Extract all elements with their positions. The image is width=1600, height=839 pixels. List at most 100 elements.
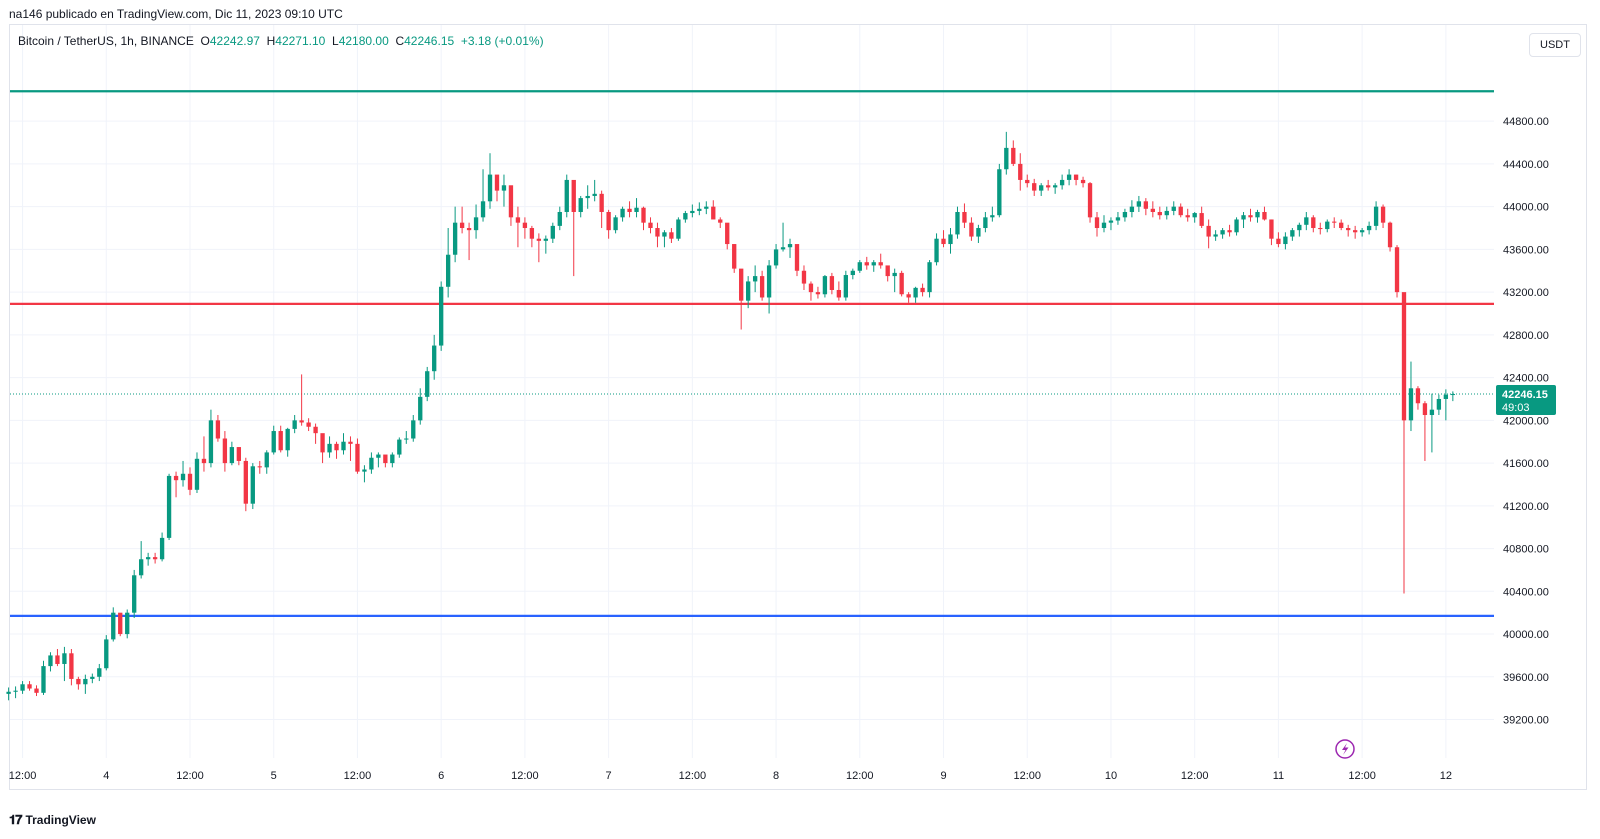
candle[interactable]	[1220, 228, 1225, 239]
candle[interactable]	[515, 206, 521, 248]
candle[interactable]	[1318, 222, 1323, 235]
candle[interactable]	[439, 281, 444, 351]
candle[interactable]	[27, 681, 32, 691]
candle[interactable]	[118, 612, 123, 637]
candle[interactable]	[285, 427, 290, 457]
candle[interactable]	[376, 452, 381, 468]
candle[interactable]	[1283, 232, 1288, 250]
candle[interactable]	[1080, 176, 1086, 188]
candle[interactable]	[822, 275, 828, 298]
candle[interactable]	[634, 198, 639, 218]
candle[interactable]	[1101, 215, 1107, 233]
candle[interactable]	[411, 415, 416, 442]
candle[interactable]	[997, 163, 1002, 218]
candle[interactable]	[1039, 183, 1044, 196]
candle[interactable]	[1297, 222, 1302, 237]
candle[interactable]	[1262, 206, 1267, 221]
candle[interactable]	[1422, 401, 1428, 461]
candle[interactable]	[501, 174, 507, 207]
candle[interactable]	[111, 607, 116, 642]
candle[interactable]	[920, 283, 925, 297]
candle[interactable]	[1227, 224, 1232, 237]
candle[interactable]	[934, 233, 939, 266]
candle[interactable]	[1304, 211, 1309, 231]
candle[interactable]	[529, 225, 535, 248]
candle[interactable]	[871, 260, 876, 272]
candle[interactable]	[341, 433, 346, 455]
candle[interactable]	[104, 635, 109, 671]
candle[interactable]	[794, 244, 800, 277]
candle[interactable]	[564, 174, 569, 218]
candle[interactable]	[641, 206, 646, 231]
candle[interactable]	[815, 286, 821, 299]
candle[interactable]	[1004, 131, 1009, 175]
candle[interactable]	[752, 265, 758, 293]
candle[interactable]	[208, 409, 214, 468]
candle[interactable]	[850, 268, 855, 280]
candle[interactable]	[1408, 361, 1414, 432]
candle[interactable]	[397, 437, 402, 458]
candle[interactable]	[1052, 183, 1058, 194]
candle[interactable]	[1206, 219, 1211, 249]
candle[interactable]	[892, 268, 897, 293]
candle[interactable]	[955, 206, 960, 239]
candle[interactable]	[1234, 217, 1239, 236]
candle[interactable]	[787, 238, 793, 258]
candle[interactable]	[243, 457, 248, 512]
candle[interactable]	[355, 438, 360, 474]
candle[interactable]	[1157, 206, 1162, 220]
candle[interactable]	[445, 228, 451, 298]
candle[interactable]	[404, 431, 409, 444]
candle[interactable]	[508, 185, 514, 226]
candle[interactable]	[983, 211, 988, 233]
tradingview-brand[interactable]: 𝟏𝟕 TradingView	[9, 812, 96, 828]
candle[interactable]	[578, 195, 583, 218]
candle[interactable]	[571, 179, 576, 277]
candle[interactable]	[76, 676, 81, 690]
candle[interactable]	[1178, 203, 1183, 218]
chart-pane[interactable]	[9, 24, 1587, 790]
candle[interactable]	[1032, 178, 1037, 196]
candle[interactable]	[808, 281, 814, 301]
candle[interactable]	[759, 270, 765, 301]
candle[interactable]	[662, 230, 667, 248]
candle[interactable]	[1276, 232, 1281, 248]
candle[interactable]	[948, 228, 953, 254]
candle[interactable]	[152, 552, 158, 564]
candle[interactable]	[1073, 174, 1079, 186]
candle[interactable]	[1436, 394, 1442, 416]
candle[interactable]	[669, 228, 674, 243]
candle[interactable]	[1255, 209, 1260, 223]
candle[interactable]	[320, 433, 325, 464]
candle[interactable]	[766, 260, 772, 314]
candle[interactable]	[83, 674, 88, 694]
candle[interactable]	[432, 334, 437, 380]
candle[interactable]	[585, 185, 590, 209]
candle[interactable]	[704, 201, 709, 215]
candle[interactable]	[159, 532, 165, 562]
lightning-icon[interactable]	[1335, 739, 1355, 759]
candle[interactable]	[201, 436, 207, 472]
candle[interactable]	[264, 450, 269, 474]
candle[interactable]	[327, 436, 332, 458]
candle[interactable]	[690, 204, 695, 218]
candle[interactable]	[1394, 245, 1400, 298]
candle[interactable]	[257, 460, 262, 474]
candle[interactable]	[1332, 217, 1337, 229]
candle[interactable]	[97, 663, 102, 682]
candle[interactable]	[620, 206, 625, 222]
candle[interactable]	[55, 649, 60, 667]
candle[interactable]	[648, 217, 653, 234]
candle[interactable]	[780, 222, 786, 252]
candle[interactable]	[1171, 201, 1176, 216]
candle[interactable]	[1059, 174, 1065, 190]
candle[interactable]	[990, 206, 995, 222]
candle[interactable]	[362, 465, 367, 483]
candle[interactable]	[613, 215, 618, 234]
candle[interactable]	[425, 366, 430, 402]
candle[interactable]	[711, 200, 716, 220]
candle[interactable]	[1192, 211, 1197, 223]
candle[interactable]	[962, 203, 967, 229]
candle[interactable]	[725, 222, 730, 250]
candle[interactable]	[418, 388, 423, 425]
